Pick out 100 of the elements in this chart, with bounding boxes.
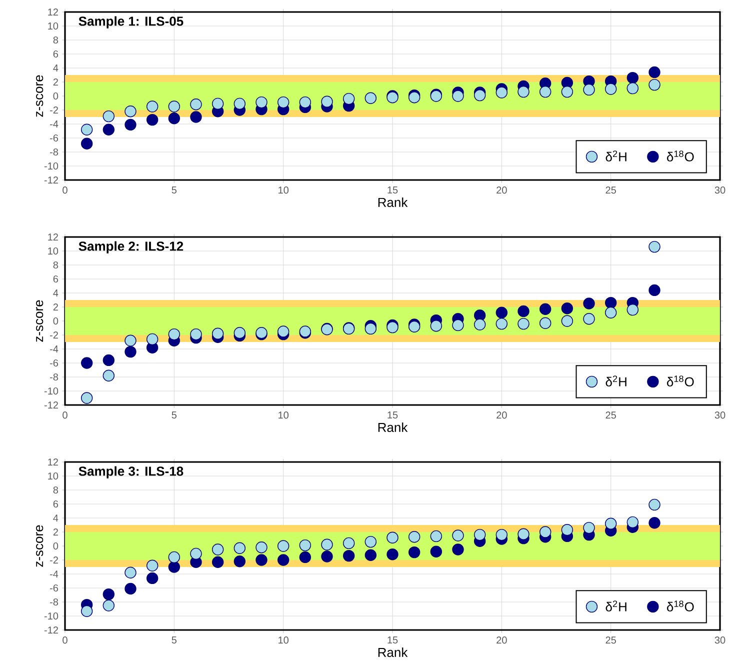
x-tick-label: 25 [606,412,616,419]
point [102,370,115,382]
point [102,354,115,366]
point [583,313,595,325]
y-tick-label: 4 [53,514,58,522]
point [626,304,639,316]
point [190,111,202,123]
x-tick-label: 5 [172,186,177,194]
point [648,284,660,296]
legend-label: δ$^{2}$H [606,376,626,386]
chart-title: Sample 3: ILS-18 [78,466,184,478]
x-axis-title: Rank [378,647,408,658]
point [648,517,660,529]
point [146,333,158,346]
point [539,86,552,98]
point [539,317,552,329]
point [124,346,136,358]
point [190,548,202,560]
y-tick-label: -8 [50,148,58,156]
x-tick-label: 30 [714,186,726,194]
point [146,572,158,584]
y-tick-label: 12 [48,234,58,240]
point [124,334,136,346]
point [212,98,224,110]
point [277,554,290,566]
point [342,550,355,562]
x-tick-label: 25 [606,636,616,644]
point [364,322,377,335]
point [299,96,312,108]
point [342,537,355,550]
point [168,328,180,340]
point [430,320,442,332]
y-tick-label: 0 [53,542,58,550]
point [168,100,180,112]
point [321,96,333,108]
y-axis-title: z-score [36,300,44,342]
y-tick-label: -10 [44,387,58,395]
x-tick-label: 5 [172,636,177,644]
point [496,528,508,541]
point [474,89,486,102]
legend-label: δ$^{2}$H [606,150,626,162]
point [102,600,115,612]
point [277,540,290,552]
point [518,318,530,330]
point [452,544,464,556]
point [234,542,246,554]
y-tick-label: -6 [50,584,58,592]
x-tick-label: 30 [714,636,726,644]
point [648,240,660,253]
x-tick-label: 10 [278,412,289,419]
point [408,531,420,543]
point [408,546,420,558]
y-tick-label: -6 [50,359,58,367]
point [146,560,158,572]
y-tick-label: -2 [50,332,58,338]
y-tick-label: 6 [53,275,58,283]
point [386,532,398,544]
point [626,82,639,94]
point [321,550,333,562]
point [648,66,660,78]
point [430,546,442,558]
x-tick-label: 0 [62,186,68,194]
point [80,605,93,617]
x-tick-label: 25 [606,186,616,194]
x-tick-label: 10 [278,186,289,194]
y-tick-label: -10 [44,612,58,620]
point [364,92,377,104]
point [604,518,617,530]
point [604,306,617,318]
point [496,306,508,318]
point [496,318,508,330]
point [604,83,617,95]
y-tick-label: 8 [53,486,58,494]
point [212,556,224,568]
point [168,561,180,573]
x-tick-label: 0 [62,636,68,644]
x-tick-label: 10 [278,636,289,644]
point [452,530,464,542]
x-axis-title: Rank [378,422,408,432]
point [364,549,377,561]
y-tick-label: -2 [50,556,58,564]
point [408,92,420,104]
legend-label: δ$^{18}$O [666,150,694,162]
point [299,551,312,564]
point [234,556,246,568]
point [626,516,639,528]
point [386,548,398,560]
x-tick-label: 20 [496,412,507,419]
y-tick-label: -8 [50,373,58,381]
y-tick-label: -10 [44,162,58,170]
y-tick-label: -12 [44,176,58,184]
y-tick-label: -8 [50,598,58,606]
point [430,530,442,542]
x-tick-label: 15 [388,636,398,644]
x-tick-label: 5 [172,412,177,419]
y-tick-label: 12 [48,8,58,16]
point [256,96,268,108]
y-tick-label: 10 [48,247,58,255]
point [626,72,639,84]
point [277,96,290,108]
